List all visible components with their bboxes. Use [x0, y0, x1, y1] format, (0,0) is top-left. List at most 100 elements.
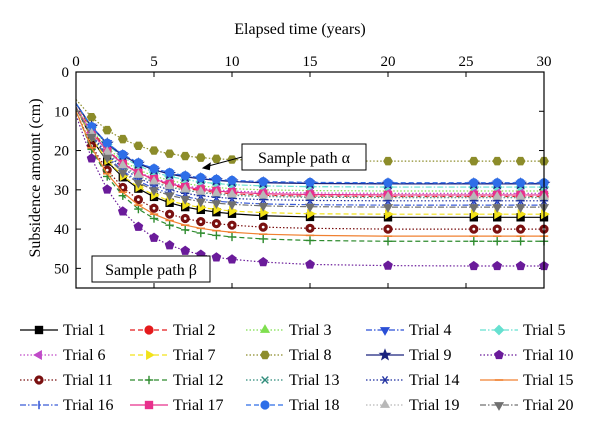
data-point — [227, 232, 237, 242]
annotations: Sample path α Sample path β — [91, 143, 367, 283]
data-point — [180, 151, 191, 161]
x-axis-title: Elapsed time (years) — [234, 21, 366, 38]
data-point — [305, 236, 315, 245]
x-tick-label: 15 — [303, 54, 318, 70]
x-tick-label: 5 — [150, 54, 158, 70]
data-point — [102, 146, 113, 156]
legend-marker — [144, 325, 154, 335]
data-point — [226, 201, 238, 211]
data-point — [196, 228, 206, 238]
data-point — [133, 195, 143, 205]
legend-marker — [33, 349, 42, 361]
data-point — [470, 209, 480, 220]
data-point — [515, 224, 526, 234]
data-point — [180, 225, 190, 235]
data-point — [469, 237, 478, 246]
legend-label: Trial 19 — [409, 397, 460, 414]
data-point — [133, 141, 144, 151]
plot-frame — [75, 71, 545, 289]
legend-label: Trial 7 — [173, 347, 216, 364]
data-point — [180, 245, 191, 255]
data-point — [211, 187, 222, 197]
data-point — [515, 178, 526, 188]
legend-marker — [493, 402, 505, 411]
legend-label: Trial 12 — [173, 372, 224, 389]
data-point — [383, 260, 393, 270]
legend-label: Trial 15 — [523, 372, 574, 389]
data-point — [492, 191, 503, 200]
legend-label: Trial 5 — [523, 322, 566, 339]
legend-marker — [379, 327, 391, 336]
x-tick-label: 30 — [537, 54, 552, 70]
data-point — [180, 171, 190, 181]
data-point — [196, 173, 206, 183]
data-point — [382, 191, 394, 200]
y-axis-title: Subsidence amount (cm) — [27, 98, 44, 257]
data-point — [165, 209, 175, 219]
legend-label: Trial 4 — [409, 322, 452, 339]
legend-label: Trial 8 — [289, 347, 332, 364]
data-point — [117, 206, 128, 216]
data-point — [148, 187, 160, 197]
legend-item: Trial 19 — [366, 397, 460, 414]
legend-marker — [379, 399, 391, 408]
series-line — [75, 111, 544, 242]
data-point — [258, 222, 268, 232]
annotation-arrowhead-alpha — [201, 162, 211, 171]
data-point — [102, 138, 112, 148]
data-point — [133, 221, 144, 231]
data-point — [195, 185, 206, 195]
data-point — [117, 159, 128, 169]
data-point — [149, 164, 159, 174]
data-point — [492, 204, 503, 213]
legend-marker — [493, 324, 505, 336]
legend-item: Trial 5 — [480, 322, 566, 339]
data-point — [307, 208, 316, 219]
legend-item: Trial 8 — [246, 347, 332, 364]
data-point — [492, 224, 502, 234]
y-tick-label: 30 — [54, 183, 69, 199]
annotation-alpha: Sample path α — [258, 150, 351, 167]
legend-marker — [380, 376, 390, 384]
legend-label: Trial 11 — [63, 372, 113, 389]
series-lines — [75, 99, 551, 271]
legend-item: Trial 17 — [130, 397, 224, 414]
data-point — [517, 209, 527, 220]
data-point — [164, 240, 175, 250]
data-point — [227, 220, 237, 230]
series-19 — [75, 107, 550, 200]
data-point — [258, 176, 268, 187]
data-point — [180, 195, 191, 205]
data-point — [383, 224, 393, 234]
data-point — [102, 154, 113, 164]
data-point — [469, 178, 479, 188]
data-point — [227, 175, 237, 185]
axis-ticks: 0 5 10 15 20 25 30 0 10 20 30 40 50 — [54, 54, 552, 288]
series-line — [75, 103, 544, 184]
data-point — [382, 204, 394, 213]
y-tick-label: 40 — [54, 222, 69, 238]
data-point — [468, 156, 479, 166]
data-point — [164, 192, 175, 202]
legend-item: Trial 13 — [246, 372, 340, 389]
series-18 — [75, 103, 549, 188]
data-point — [211, 218, 221, 229]
data-point — [492, 260, 503, 271]
data-point — [211, 252, 222, 262]
legend-label: Trial 9 — [409, 347, 452, 364]
series-10 — [75, 114, 549, 271]
series-line — [75, 103, 544, 185]
legend-item: Trial 2 — [130, 322, 216, 339]
data-point — [164, 149, 175, 158]
legend-item: Trial 15 — [480, 372, 574, 389]
legend-label: Trial 16 — [63, 397, 114, 414]
data-point — [492, 178, 502, 188]
legend-marker — [261, 376, 269, 384]
legend-label: Trial 1 — [63, 322, 106, 339]
y-tick-label: 10 — [54, 104, 69, 120]
data-point — [118, 182, 128, 193]
legend-item: Trial 11 — [20, 372, 113, 389]
legend-marker — [34, 325, 44, 335]
annotation-beta: Sample path β — [105, 262, 197, 279]
